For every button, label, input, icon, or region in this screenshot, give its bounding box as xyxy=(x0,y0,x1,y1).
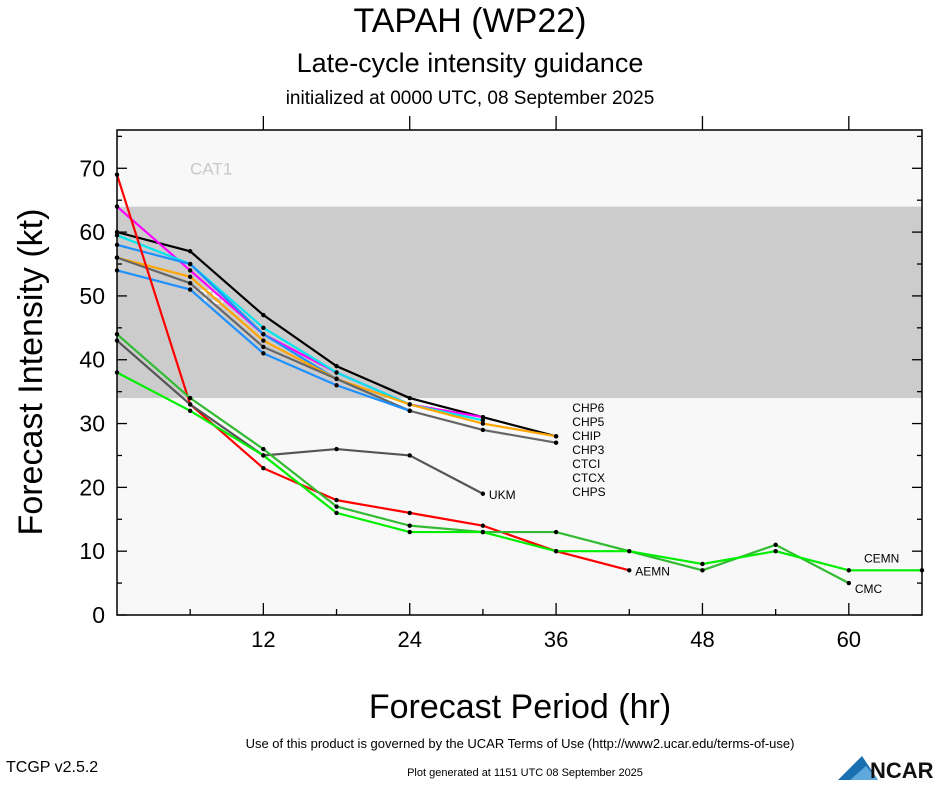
data-point xyxy=(553,548,559,554)
svg-text:NCAR: NCAR xyxy=(870,758,934,780)
x-tick-label: 48 xyxy=(690,627,714,652)
data-point xyxy=(553,434,559,439)
data-point xyxy=(407,510,412,516)
data-point xyxy=(187,280,193,286)
y-tick-label: 50 xyxy=(79,283,105,309)
data-point xyxy=(187,261,193,267)
y-tick-label: 30 xyxy=(79,411,105,437)
band-cat1 xyxy=(117,130,922,207)
data-point xyxy=(553,529,559,535)
data-point xyxy=(480,529,486,535)
data-point xyxy=(334,383,339,388)
y-tick-label: 10 xyxy=(79,538,105,564)
x-axis-label: Forecast Period (hr) xyxy=(369,688,671,726)
terms-notice: Use of this product is governed by the U… xyxy=(246,736,795,751)
generated-timestamp: Plot generated at 1151 UTC 08 September … xyxy=(407,767,643,779)
data-point xyxy=(407,523,412,528)
data-point xyxy=(261,332,266,337)
data-point xyxy=(334,376,339,382)
series-label: UKM xyxy=(489,488,516,502)
band-ts xyxy=(117,206,922,399)
data-point xyxy=(261,325,266,331)
x-tick-label: 60 xyxy=(837,627,861,652)
data-point xyxy=(480,421,486,426)
data-point xyxy=(261,453,266,458)
data-point xyxy=(407,453,412,458)
data-point xyxy=(407,408,412,413)
data-point xyxy=(187,395,193,401)
data-point xyxy=(480,491,486,496)
data-point xyxy=(846,580,852,586)
data-point xyxy=(187,402,193,407)
data-point xyxy=(846,568,852,573)
series-label: CHPS xyxy=(572,485,605,499)
data-point xyxy=(627,548,632,554)
data-point xyxy=(334,363,339,369)
band-label: CAT1 xyxy=(190,159,232,178)
data-point xyxy=(334,497,339,503)
x-tick-label: 12 xyxy=(251,627,275,652)
data-point xyxy=(261,351,266,356)
plot-frame xyxy=(116,129,923,616)
series-label: AEMN xyxy=(635,564,670,578)
data-point xyxy=(480,418,486,423)
data-point xyxy=(480,414,486,420)
data-point xyxy=(407,529,412,535)
data-point xyxy=(187,287,193,292)
series-label: CHIP xyxy=(572,429,601,443)
data-point xyxy=(773,548,778,554)
data-point xyxy=(627,568,632,573)
y-tick-label: 70 xyxy=(79,155,105,181)
x-tick-label: 36 xyxy=(544,627,568,652)
y-tick-label: 0 xyxy=(92,602,105,628)
series-label: CHP6 xyxy=(572,401,604,415)
data-point xyxy=(187,249,193,254)
data-point xyxy=(261,466,266,471)
data-point xyxy=(187,408,193,413)
data-point xyxy=(407,402,412,407)
y-tick-label: 20 xyxy=(79,474,105,500)
series-label: CTCI xyxy=(572,457,600,471)
version-label: TCGP v2.5.2 xyxy=(6,759,98,776)
data-point xyxy=(334,510,339,516)
series-label: CMC xyxy=(855,582,883,596)
data-point xyxy=(334,370,339,375)
data-point xyxy=(553,440,559,445)
series-label: CEMN xyxy=(864,551,899,565)
series-label: CHP3 xyxy=(572,443,604,457)
data-point xyxy=(187,268,193,273)
data-point xyxy=(187,274,193,279)
series-line-ukm xyxy=(116,339,484,495)
data-point xyxy=(261,446,266,452)
y-tick-label: 40 xyxy=(79,347,105,373)
chart-subtitle-init: initialized at 0000 UTC, 08 September 20… xyxy=(286,88,655,109)
x-tick-label: 24 xyxy=(397,627,421,652)
data-point xyxy=(261,312,266,318)
chart-title: TAPAH (WP22) xyxy=(354,2,587,40)
data-point xyxy=(261,344,266,350)
data-point xyxy=(334,446,339,452)
data-point xyxy=(480,427,486,433)
series-label: CHP5 xyxy=(572,415,604,429)
series-line-cemn xyxy=(116,371,922,572)
plot-area: TSCAT1CHP6CHP5CHIPCHP3CTCICTCXCHPSAEMNUK… xyxy=(79,116,925,652)
ncar-logo: NCAR xyxy=(838,756,934,783)
series-label: CTCX xyxy=(572,471,605,485)
data-point xyxy=(700,568,705,573)
chart-subtitle: Late-cycle intensity guidance xyxy=(297,48,644,78)
data-point xyxy=(261,338,266,343)
y-axis-label: Forecast Intensity (kt) xyxy=(12,209,50,536)
data-point xyxy=(700,561,705,567)
y-tick-label: 60 xyxy=(79,219,105,245)
data-point xyxy=(480,523,486,528)
data-point xyxy=(773,542,778,548)
data-point xyxy=(334,504,339,509)
data-point xyxy=(407,395,412,401)
